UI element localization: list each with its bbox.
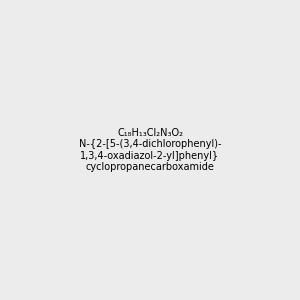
Text: C₁₈H₁₃Cl₂N₃O₂
N-{2-[5-(3,4-dichlorophenyl)-
1,3,4-oxadiazol-2-yl]phenyl}
cyclopr: C₁₈H₁₃Cl₂N₃O₂ N-{2-[5-(3,4-dichloropheny… (79, 128, 221, 172)
